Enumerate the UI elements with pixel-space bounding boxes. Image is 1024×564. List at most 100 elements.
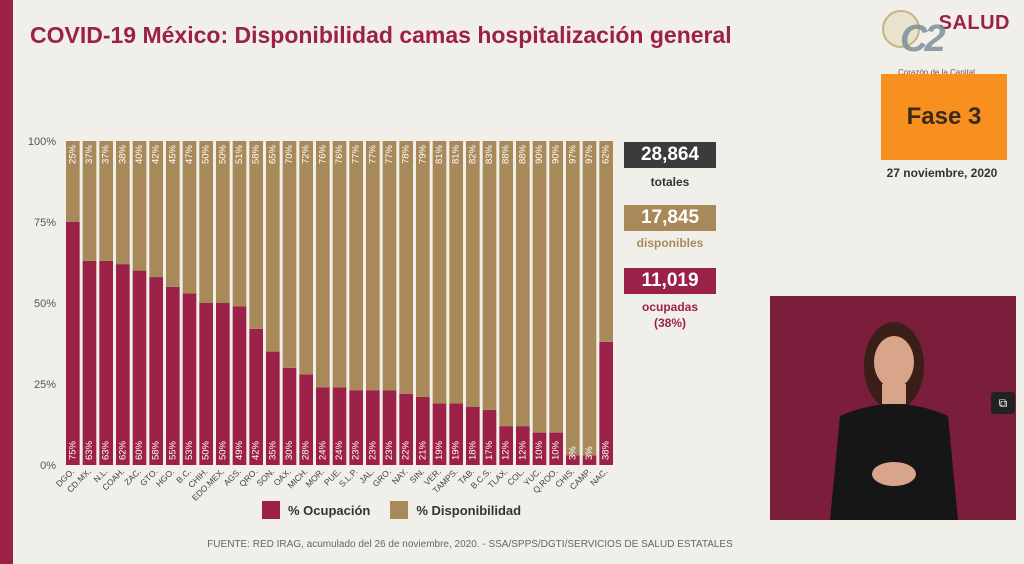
bar-availability — [366, 141, 380, 391]
report-date: 27 noviembre, 2020 — [886, 166, 998, 180]
x-category-label: GRO. — [370, 466, 392, 488]
bar-availability — [599, 141, 613, 342]
x-category-label: NAY. — [390, 466, 410, 486]
bar-occupation — [249, 328, 263, 465]
data-label-occupation: 28% — [301, 440, 312, 460]
data-label-availability: 77% — [351, 144, 362, 164]
bar-availability — [482, 141, 497, 410]
logo-subtitle: Corazón de la Capital — [898, 68, 975, 77]
data-label-availability: 88% — [517, 144, 528, 164]
sign-language-interpreter-video — [770, 296, 1016, 520]
occupied-beds-value: 11,019 — [624, 268, 716, 294]
available-beds-value: 17,845 — [624, 205, 716, 231]
bar-occupation — [382, 390, 397, 465]
data-label-occupation: 24% — [334, 440, 345, 460]
bar-availability — [249, 141, 263, 329]
data-label-occupation: 63% — [101, 440, 112, 460]
bar-occupation — [82, 260, 97, 465]
bar-occupation — [149, 277, 163, 465]
data-label-availability: 76% — [334, 144, 345, 164]
bar-occupation — [482, 409, 497, 465]
data-label-occupation: 38% — [601, 440, 612, 460]
available-beds-label: disponibles — [636, 236, 704, 250]
bar-occupation — [532, 432, 547, 465]
data-label-availability: 88% — [501, 144, 512, 164]
total-beds-value: 28,864 — [624, 142, 716, 168]
chart-legend: % Ocupación % Disponibilidad — [262, 500, 541, 520]
data-label-occupation: 12% — [517, 440, 528, 460]
bar-availability — [566, 141, 580, 456]
data-label-availability: 97% — [584, 144, 595, 164]
bar-availability — [399, 141, 413, 394]
data-label-availability: 42% — [151, 144, 162, 164]
occupancy-bar-chart: 0%25%50%75%100%75%25%DGO.63%37%CD.MX.63%… — [28, 136, 613, 503]
data-label-availability: 58% — [251, 144, 262, 164]
bar-occupation — [216, 303, 230, 465]
data-label-availability: 78% — [401, 144, 412, 164]
bar-occupation — [399, 393, 413, 465]
data-label-availability: 79% — [417, 144, 428, 164]
bar-availability — [99, 141, 113, 261]
bar-occupation — [132, 270, 147, 465]
x-category-label: HGO. — [154, 466, 176, 488]
bar-availability — [532, 141, 547, 433]
data-label-occupation: 3% — [567, 446, 578, 460]
bar-occupation — [432, 403, 447, 465]
data-label-availability: 90% — [534, 144, 545, 164]
bar-availability — [432, 141, 447, 404]
data-label-occupation: 3% — [584, 446, 595, 460]
bar-occupation — [116, 264, 130, 465]
x-category-label: QRO. — [237, 466, 259, 488]
bar-occupation — [449, 403, 463, 465]
bar-availability — [382, 141, 397, 391]
bar-availability — [232, 141, 247, 307]
data-label-availability: 81% — [434, 144, 445, 164]
bar-occupation — [566, 455, 580, 465]
bar-occupation — [516, 426, 530, 465]
data-label-occupation: 10% — [551, 440, 562, 460]
bar-availability — [516, 141, 530, 427]
data-label-availability: 72% — [301, 144, 312, 164]
data-source-note: FUENTE: RED IRAG, acumulado del 26 de no… — [207, 539, 733, 550]
data-label-occupation: 50% — [201, 440, 212, 460]
bar-availability — [82, 141, 97, 261]
data-label-availability: 77% — [384, 144, 395, 164]
c2-logo-text: C2 — [900, 18, 946, 60]
data-label-occupation: 42% — [251, 440, 262, 460]
data-label-availability: 37% — [84, 144, 95, 164]
data-label-occupation: 58% — [151, 440, 162, 460]
legend-item-availability: % Disponibilidad — [390, 501, 521, 519]
data-label-occupation: 23% — [351, 440, 362, 460]
y-tick-label: 100% — [28, 136, 56, 148]
bar-availability — [416, 141, 430, 397]
bar-occupation — [416, 396, 430, 465]
bar-availability — [466, 141, 480, 407]
x-category-label: COL. — [505, 466, 526, 487]
legend-label-occupation: % Ocupación — [288, 502, 371, 518]
bar-availability — [199, 141, 213, 303]
data-label-availability: 38% — [117, 144, 128, 164]
data-label-availability: 76% — [317, 144, 328, 164]
bar-availability — [582, 141, 597, 456]
x-category-label: SON. — [254, 466, 276, 488]
y-tick-label: 0% — [40, 460, 56, 472]
data-label-availability: 82% — [467, 144, 478, 164]
bar-availability — [266, 141, 280, 352]
data-label-availability: 83% — [484, 144, 495, 164]
legend-item-occupation: % Ocupación — [262, 501, 370, 519]
y-tick-label: 25% — [34, 379, 56, 391]
data-label-occupation: 35% — [267, 440, 278, 460]
data-label-occupation: 30% — [284, 440, 295, 460]
bar-availability — [549, 141, 563, 433]
phase-badge: Fase 3 — [881, 74, 1007, 160]
data-label-occupation: 19% — [451, 440, 462, 460]
bar-occupation — [266, 351, 280, 465]
data-label-occupation: 23% — [367, 440, 378, 460]
bar-occupation — [99, 260, 113, 465]
data-label-availability: 51% — [234, 144, 245, 164]
bar-occupation — [182, 293, 197, 465]
y-tick-label: 50% — [34, 298, 56, 310]
data-label-availability: 37% — [101, 144, 112, 164]
picture-in-picture-icon[interactable]: ⧉ — [991, 392, 1015, 414]
data-label-occupation: 75% — [67, 440, 78, 460]
